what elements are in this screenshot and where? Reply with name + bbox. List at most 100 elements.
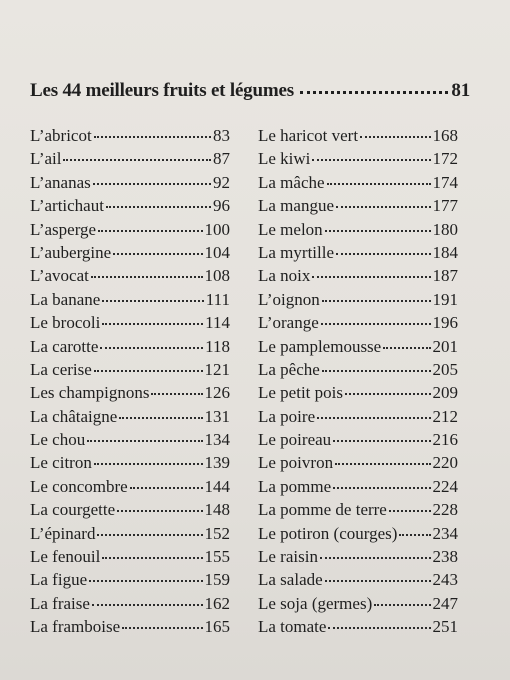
dot-leader bbox=[102, 557, 203, 560]
toc-entry: Le raisin 238 bbox=[258, 547, 458, 570]
entry-name: L’avocat bbox=[30, 266, 89, 286]
entry-page-number: 96 bbox=[213, 196, 230, 216]
toc-entry: Le melon 180 bbox=[258, 220, 458, 243]
toc-entry: Le poireau 216 bbox=[258, 430, 458, 453]
dot-leader bbox=[122, 627, 203, 630]
dot-leader bbox=[105, 206, 211, 209]
toc-entry: La carotte 118 bbox=[30, 337, 230, 360]
entry-page-number: 114 bbox=[205, 313, 230, 333]
entry-page-number: 212 bbox=[432, 406, 459, 426]
toc-entry: La banane 111 bbox=[30, 290, 230, 313]
dot-leader bbox=[93, 369, 203, 372]
entry-page-number: 228 bbox=[432, 500, 459, 520]
toc-entry: Le fenouil 155 bbox=[30, 547, 230, 570]
dot-leader bbox=[336, 252, 431, 255]
dot-leader bbox=[335, 463, 431, 466]
entry-page-number: 209 bbox=[432, 383, 459, 403]
toc-entry: La noix 187 bbox=[258, 266, 458, 289]
entry-page-number: 111 bbox=[205, 289, 230, 309]
entry-name: La courgette bbox=[30, 500, 116, 520]
entry-name: Le petit pois bbox=[258, 383, 343, 403]
toc-entry: La pomme 224 bbox=[258, 477, 458, 500]
entry-page-number: 139 bbox=[204, 453, 231, 473]
entry-name: La châtaigne bbox=[30, 406, 118, 426]
entry-name: L’ananas bbox=[30, 172, 91, 192]
entry-name: L’orange bbox=[258, 313, 319, 333]
entry-page-number: 162 bbox=[204, 593, 231, 613]
entry-page-number: 191 bbox=[432, 289, 459, 309]
entry-page-number: 108 bbox=[204, 266, 231, 286]
entry-name: La cerise bbox=[30, 359, 92, 379]
dot-leader bbox=[312, 276, 431, 279]
entry-page-number: 205 bbox=[432, 359, 459, 379]
dot-leader bbox=[399, 533, 431, 536]
toc-entry: Le brocoli 114 bbox=[30, 313, 230, 336]
toc-entry: Le petit pois 209 bbox=[258, 383, 458, 406]
entry-name: Le poivron bbox=[258, 453, 334, 473]
dot-leader bbox=[321, 369, 431, 372]
section-title: Les 44 meilleurs fruits et légumes bbox=[30, 80, 294, 101]
toc-entry: La framboise 165 bbox=[30, 617, 230, 640]
toc-left-column: L’abricot 83 L’ail 87 L’ananas 92 L’artichaut 9… bbox=[30, 126, 230, 641]
toc-entry: L’asperge 100 bbox=[30, 220, 230, 243]
entry-name: La tomate bbox=[258, 617, 327, 637]
toc-entry: La châtaigne 131 bbox=[30, 407, 230, 430]
dot-leader bbox=[100, 346, 204, 349]
entry-name: La mangue bbox=[258, 196, 334, 216]
entry-page-number: 168 bbox=[432, 126, 459, 145]
toc-entry: Le chou 134 bbox=[30, 430, 230, 453]
entry-page-number: 216 bbox=[432, 430, 459, 450]
toc-entry: Le concombre 144 bbox=[30, 477, 230, 500]
entry-name: Le raisin bbox=[258, 547, 318, 567]
entry-page-number: 118 bbox=[205, 336, 230, 356]
entry-page-number: 180 bbox=[432, 219, 459, 239]
toc-entry: La mangue 177 bbox=[258, 196, 458, 219]
entry-page-number: 131 bbox=[204, 406, 231, 426]
entry-page-number: 243 bbox=[432, 570, 459, 590]
entry-name: La fraise bbox=[30, 593, 90, 613]
toc-entry: La fraise 162 bbox=[30, 594, 230, 617]
dot-leader bbox=[320, 323, 431, 326]
dot-leader bbox=[92, 182, 211, 185]
entry-name: Les champignons bbox=[30, 383, 150, 403]
toc-entry: L’aubergine 104 bbox=[30, 243, 230, 266]
toc-entry: Le poivron 220 bbox=[258, 453, 458, 476]
entry-name: L’artichaut bbox=[30, 196, 104, 216]
toc-entry: La tomate 251 bbox=[258, 617, 458, 640]
dot-leader bbox=[102, 299, 204, 302]
entry-name: La pomme bbox=[258, 476, 332, 496]
entry-page-number: 126 bbox=[204, 383, 231, 403]
entry-page-number: 152 bbox=[204, 523, 231, 543]
entry-page-number: 187 bbox=[432, 266, 459, 286]
dot-leader bbox=[319, 557, 431, 560]
entry-page-number: 238 bbox=[432, 547, 459, 567]
entry-name: La poire bbox=[258, 406, 316, 426]
dot-leader bbox=[333, 486, 431, 489]
dot-leader bbox=[87, 440, 203, 443]
entry-name: Le fenouil bbox=[30, 547, 101, 567]
entry-name: Le haricot vert bbox=[258, 126, 359, 145]
toc-entry: La courgette 148 bbox=[30, 500, 230, 523]
entry-page-number: 220 bbox=[432, 453, 459, 473]
dot-leader bbox=[312, 159, 431, 162]
toc-entry: La pêche 205 bbox=[258, 360, 458, 383]
toc-entry: La cerise 121 bbox=[30, 360, 230, 383]
dot-leader bbox=[97, 533, 203, 536]
toc-entry: La salade 243 bbox=[258, 570, 458, 593]
entry-page-number: 165 bbox=[204, 617, 231, 637]
dot-leader bbox=[383, 346, 431, 349]
entry-page-number: 121 bbox=[204, 359, 231, 379]
toc-entry: La pomme de terre 228 bbox=[258, 500, 458, 523]
entry-page-number: 174 bbox=[432, 172, 459, 192]
toc-entry: Le soja (germes) 247 bbox=[258, 594, 458, 617]
entry-page-number: 104 bbox=[204, 242, 231, 262]
entry-name: L’épinard bbox=[30, 523, 96, 543]
dot-leader bbox=[374, 603, 431, 606]
toc-entry: L’épinard 152 bbox=[30, 524, 230, 547]
entry-page-number: 83 bbox=[213, 126, 230, 145]
toc-entry: L’artichaut 96 bbox=[30, 196, 230, 219]
dot-leader bbox=[98, 229, 203, 232]
entry-name: Le concombre bbox=[30, 476, 128, 496]
entry-name: La myrtille bbox=[258, 242, 335, 262]
